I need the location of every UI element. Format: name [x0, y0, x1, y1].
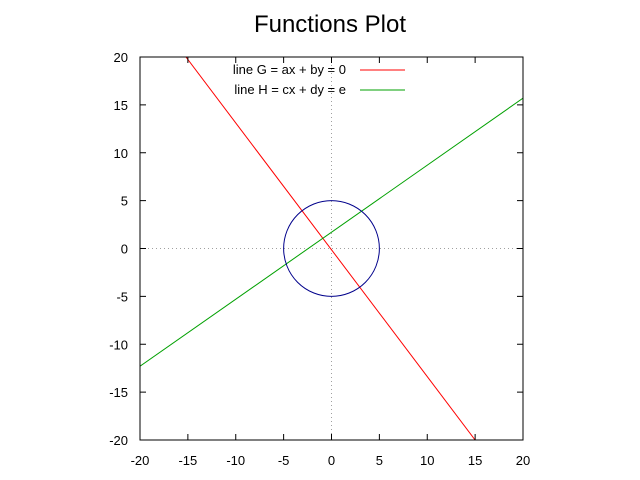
x-tick-label: -15	[178, 453, 197, 468]
x-tick-label: -10	[226, 453, 245, 468]
x-tick-label: 15	[468, 453, 482, 468]
y-tick-label: -5	[116, 289, 128, 304]
legend-label-g: line G = ax + by = 0	[233, 62, 346, 77]
x-tick-label: 10	[420, 453, 434, 468]
y-tick-label: -10	[109, 337, 128, 352]
plot-frame	[139, 56, 524, 441]
legend-label-h: line H = cx + dy = e	[234, 82, 346, 97]
chart-title: Functions Plot	[254, 11, 406, 38]
axis-ticks: -20 -15 -10 -5 0 5 10 15 20 20 15 10 5 0 -5 -10 -15 -20	[109, 50, 530, 468]
y-tick-label: 5	[121, 194, 128, 209]
series-circle	[283, 200, 380, 297]
plot-series	[140, 57, 523, 440]
y-tick-label: -20	[109, 433, 128, 448]
x-tick-label: -20	[131, 453, 150, 468]
y-tick-label: 20	[114, 50, 128, 65]
x-tick-label: 5	[376, 453, 383, 468]
series-line-h	[140, 97, 523, 367]
x-tick-label: 0	[328, 453, 335, 468]
y-tick-label: 10	[114, 146, 128, 161]
y-tick-label: 15	[114, 98, 128, 113]
x-tick-label: -5	[278, 453, 290, 468]
zero-axes	[140, 57, 523, 440]
y-tick-label: 0	[121, 242, 128, 257]
y-tick-label: -15	[109, 385, 128, 400]
x-tick-label: 20	[516, 453, 530, 468]
series-line-g	[185, 57, 476, 440]
legend: line G = ax + by = 0 line H = cx + dy = …	[233, 62, 405, 97]
